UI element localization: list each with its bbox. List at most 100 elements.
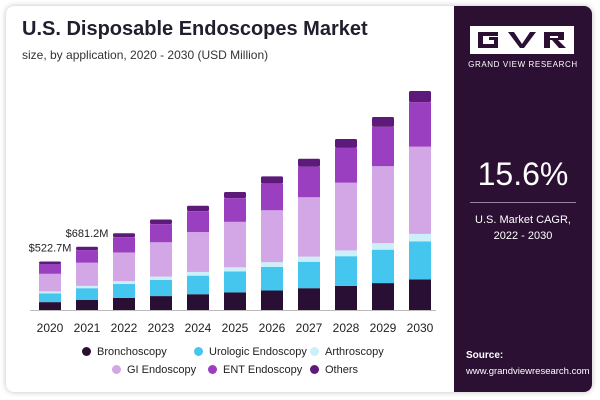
x-tick-label-2029: 2029 xyxy=(370,321,397,335)
legend-item-others: Others xyxy=(310,364,358,376)
bar-segment-gi-endoscopy-2020 xyxy=(39,273,61,292)
x-tick-label-2028: 2028 xyxy=(333,321,360,335)
bar-segment-others-2026 xyxy=(261,176,283,184)
bar-segment-bronchoscopy-2021 xyxy=(76,299,98,310)
bar-segment-gi-endoscopy-2030 xyxy=(409,146,431,234)
infographic-card: U.S. Disposable Endoscopes Market size, … xyxy=(6,6,592,392)
cagr-value: 15.6% xyxy=(477,156,569,192)
bar-segment-bronchoscopy-2022 xyxy=(113,297,135,310)
bar-segment-gi-endoscopy-2026 xyxy=(261,210,283,263)
legend-item-ent-endoscopy: ENT Endoscopy xyxy=(208,364,302,376)
legend-swatch xyxy=(112,365,121,374)
bar-segment-ent-endoscopy-2022 xyxy=(113,237,135,253)
bar-segment-urologic-endoscopy-2023 xyxy=(150,279,172,297)
bar-segment-ent-endoscopy-2024 xyxy=(187,211,209,233)
bar-segment-others-2028 xyxy=(335,139,357,148)
bar-segment-others-2029 xyxy=(372,116,394,127)
bar-segment-arthroscopy-2025 xyxy=(224,267,246,272)
bar-segment-urologic-endoscopy-2026 xyxy=(261,266,283,291)
bar-segment-urologic-endoscopy-2027 xyxy=(298,261,320,289)
bar-segment-urologic-endoscopy-2025 xyxy=(224,271,246,293)
bar-segment-arthroscopy-2027 xyxy=(298,256,320,262)
bar-segment-urologic-endoscopy-2030 xyxy=(409,241,431,280)
bar-segment-gi-endoscopy-2022 xyxy=(113,252,135,282)
bar-segment-others-2022 xyxy=(113,233,135,238)
bar-segment-ent-endoscopy-2020 xyxy=(39,264,61,274)
stacked-bar-chart: 2020 2021 2022 2023 2024 2025 2026 2027 2028 2029… xyxy=(29,90,436,335)
bar-segment-others-2030 xyxy=(409,90,431,103)
bar-segment-bronchoscopy-2023 xyxy=(150,296,172,310)
legend-swatch xyxy=(82,347,91,356)
bar-segment-gi-endoscopy-2027 xyxy=(298,197,320,257)
legend-swatch xyxy=(194,347,203,356)
x-tick-label-2021: 2021 xyxy=(74,321,101,335)
chart-title: U.S. Disposable Endoscopes Market xyxy=(22,18,368,40)
bar-segment-urologic-endoscopy-2021 xyxy=(76,288,98,300)
bar-segment-others-2025 xyxy=(224,192,246,199)
bar-segment-gi-endoscopy-2025 xyxy=(224,221,246,268)
legend-item-bronchoscopy: Bronchoscopy xyxy=(82,346,167,358)
bar-segment-urologic-endoscopy-2028 xyxy=(335,256,357,286)
legend-label: GI Endoscopy xyxy=(127,364,197,376)
bar-segment-urologic-endoscopy-2020 xyxy=(39,293,61,303)
legend-label: Bronchoscopy xyxy=(97,346,167,358)
bar-segment-bronchoscopy-2025 xyxy=(224,292,246,310)
x-tick-label-2023: 2023 xyxy=(148,321,175,335)
x-tick-label-2026: 2026 xyxy=(259,321,286,335)
bar-segment-arthroscopy-2021 xyxy=(76,285,98,289)
bar-segment-arthroscopy-2023 xyxy=(150,276,172,280)
legend-swatch xyxy=(310,365,319,374)
bar-segment-ent-endoscopy-2023 xyxy=(150,224,172,243)
cagr-divider xyxy=(470,202,576,203)
bar-segment-bronchoscopy-2020 xyxy=(39,302,61,310)
x-tick-label-2027: 2027 xyxy=(296,321,323,335)
bar-segment-arthroscopy-2029 xyxy=(372,243,394,250)
bar-segment-gi-endoscopy-2021 xyxy=(76,262,98,286)
legend-item-urologic-endoscopy: Urologic Endoscopy xyxy=(194,346,307,358)
legend-swatch xyxy=(208,365,217,374)
bar-segment-arthroscopy-2024 xyxy=(187,271,209,276)
cagr-label-line1: U.S. Market CAGR, xyxy=(475,214,571,226)
legend-label: Arthroscopy xyxy=(325,346,384,358)
cagr-label-line2: 2022 - 2030 xyxy=(493,230,553,242)
source-url[interactable]: www.grandviewresearch.com xyxy=(466,366,590,377)
bar-segment-others-2023 xyxy=(150,219,172,225)
legend-swatch xyxy=(310,347,319,356)
bar-segment-ent-endoscopy-2021 xyxy=(76,250,98,263)
cagr-label: U.S. Market CAGR, 2022 - 2030 xyxy=(454,212,592,244)
bar-segment-gi-endoscopy-2029 xyxy=(372,166,394,244)
bar-segment-others-2024 xyxy=(187,205,209,212)
bar-segment-bronchoscopy-2026 xyxy=(261,290,283,310)
source-label: Source: xyxy=(466,350,504,361)
bar-segment-others-2021 xyxy=(76,246,98,251)
data-label-2020: $522.7M xyxy=(29,242,72,254)
bar-segment-arthroscopy-2026 xyxy=(261,262,283,267)
bar-segment-ent-endoscopy-2025 xyxy=(224,198,246,222)
bar-segment-arthroscopy-2020 xyxy=(39,291,61,294)
x-tick-label-2022: 2022 xyxy=(111,321,138,335)
legend-label: Urologic Endoscopy xyxy=(209,346,307,358)
bar-segment-bronchoscopy-2027 xyxy=(298,288,320,310)
bar-segment-ent-endoscopy-2027 xyxy=(298,166,320,198)
bar-segment-urologic-endoscopy-2022 xyxy=(113,284,135,298)
bar-segment-others-2020 xyxy=(39,261,61,265)
bar-segment-ent-endoscopy-2026 xyxy=(261,183,283,211)
x-tick-label-2020: 2020 xyxy=(37,321,64,335)
bar-segment-bronchoscopy-2029 xyxy=(372,283,394,310)
legend-label: ENT Endoscopy xyxy=(223,364,303,376)
x-tick-label-2024: 2024 xyxy=(185,321,212,335)
bar-segment-ent-endoscopy-2030 xyxy=(409,102,431,147)
chart-subtitle: size, by application, 2020 - 2030 (USD M… xyxy=(22,48,269,62)
bar-segment-urologic-endoscopy-2029 xyxy=(372,249,394,284)
x-tick-label-2030: 2030 xyxy=(407,321,434,335)
bar-segment-ent-endoscopy-2028 xyxy=(335,147,357,183)
bar-segment-arthroscopy-2022 xyxy=(113,281,135,285)
bar-segment-arthroscopy-2028 xyxy=(335,250,357,257)
bar-segment-bronchoscopy-2028 xyxy=(335,285,357,310)
data-label-2021: $681.2M xyxy=(66,228,109,240)
bar-segment-gi-endoscopy-2024 xyxy=(187,232,209,272)
brand-name: GRAND VIEW RESEARCH xyxy=(468,60,578,69)
bar-segment-ent-endoscopy-2029 xyxy=(372,126,394,167)
bar-segment-gi-endoscopy-2023 xyxy=(150,242,172,277)
legend-item-arthroscopy: Arthroscopy xyxy=(310,346,384,358)
